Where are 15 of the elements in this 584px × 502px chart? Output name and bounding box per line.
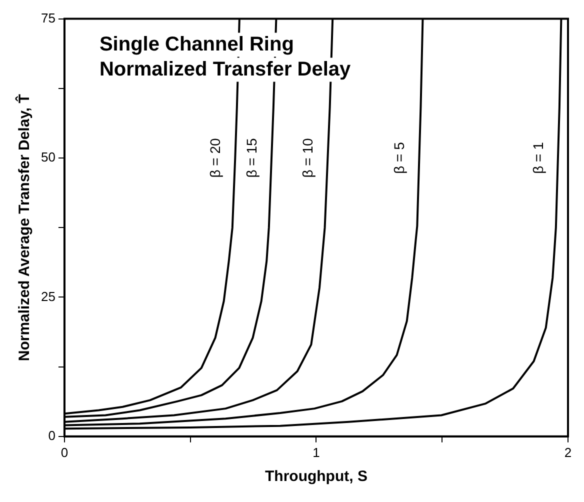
text: β = 5: [391, 142, 408, 174]
y-axis-title: Normalized Average Transfer Delay, T̂: [14, 94, 34, 362]
text: β = 10: [300, 138, 316, 178]
x-tick-label: 2: [564, 444, 572, 460]
y-tick-label: 50: [40, 150, 56, 165]
x-axis-title: Throughput, S: [264, 468, 368, 486]
text: β = 20: [207, 138, 224, 178]
text: β = 1: [530, 142, 546, 174]
text: β = 15: [243, 138, 260, 178]
text: Single Channel Ring Normalized Transfer Delay: [99, 33, 352, 80]
y-tick-label: 75: [40, 10, 56, 26]
y-tick-label: 0: [48, 428, 56, 443]
y-tick-label: 25: [40, 288, 56, 304]
x-tick-label: 1: [312, 444, 320, 460]
x-tick-label: 0: [60, 444, 68, 460]
